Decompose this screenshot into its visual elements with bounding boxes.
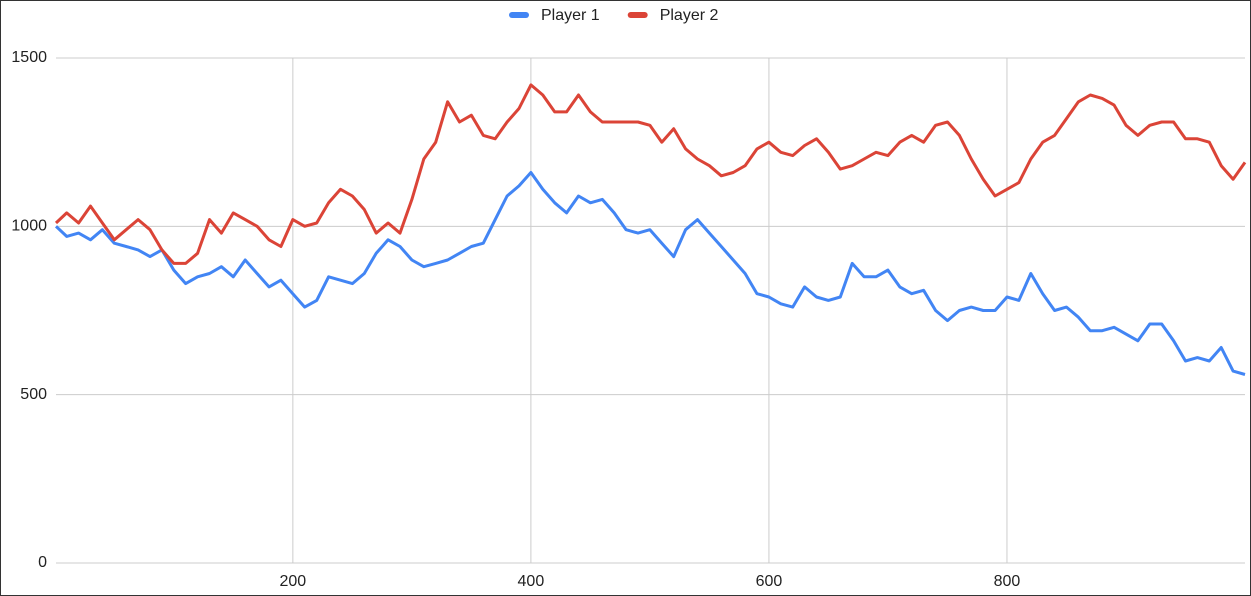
y-tick-label: 1000 <box>11 218 47 235</box>
x-tick-label: 600 <box>756 573 783 590</box>
x-tick-label: 200 <box>279 573 306 590</box>
legend-swatch <box>509 12 529 18</box>
legend-swatch <box>627 12 648 18</box>
x-tick-label: 800 <box>994 573 1021 590</box>
line-series <box>54 171 1246 376</box>
y-tick-label: 500 <box>20 386 47 403</box>
legend-label: Player 1 <box>541 7 600 24</box>
legend-label: Player 2 <box>660 7 719 24</box>
y-tick-label: 1500 <box>11 49 47 66</box>
line-series <box>54 83 1247 265</box>
x-tick-label: 400 <box>518 573 545 590</box>
y-tick-label: 0 <box>38 554 47 571</box>
